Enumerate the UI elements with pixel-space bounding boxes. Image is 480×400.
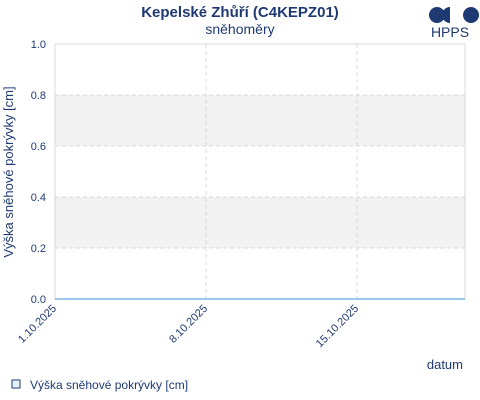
- y-tick-label: 0.2: [31, 243, 46, 255]
- x-tick-label: 1.10.2025: [16, 303, 59, 346]
- chart-title: Kepelské Zhůří (C4KEPZ01): [141, 4, 339, 21]
- y-axis-ticks: 0.0 0.2 0.4 0.6 0.8 1.0: [31, 39, 46, 306]
- legend-label[interactable]: Výška sněhové pokrývky [cm]: [30, 378, 188, 392]
- legend-swatch[interactable]: [11, 379, 21, 389]
- logo-circle-right: [463, 7, 479, 23]
- grid-lines: [54, 43, 466, 299]
- logo-half-circle: [442, 7, 450, 23]
- x-tick-label: 15.10.2025: [314, 303, 361, 350]
- y-axis-label: Výška sněhové pokrývky [cm]: [1, 86, 16, 257]
- plot-band: [55, 197, 465, 248]
- logo-circle-left: [429, 7, 445, 23]
- hpps-logo: HPPS: [429, 7, 479, 40]
- y-tick-label: 0.8: [31, 90, 46, 102]
- plot-band: [55, 95, 465, 146]
- legend[interactable]: Výška sněhové pokrývky [cm]: [11, 378, 188, 392]
- y-tick-label: 0.0: [31, 294, 46, 306]
- y-tick-label: 0.6: [31, 141, 46, 153]
- x-axis-ticks: 1.10.2025 8.10.2025 15.10.2025: [16, 303, 361, 350]
- y-tick-label: 0.4: [31, 192, 46, 204]
- y-tick-label: 1.0: [31, 39, 46, 51]
- logo-text: HPPS: [431, 24, 469, 40]
- chart-subtitle: sněhoměry: [205, 21, 274, 37]
- x-axis-label: datum: [427, 357, 463, 372]
- plot-bands: [55, 95, 465, 248]
- x-tick-label: 8.10.2025: [167, 303, 210, 346]
